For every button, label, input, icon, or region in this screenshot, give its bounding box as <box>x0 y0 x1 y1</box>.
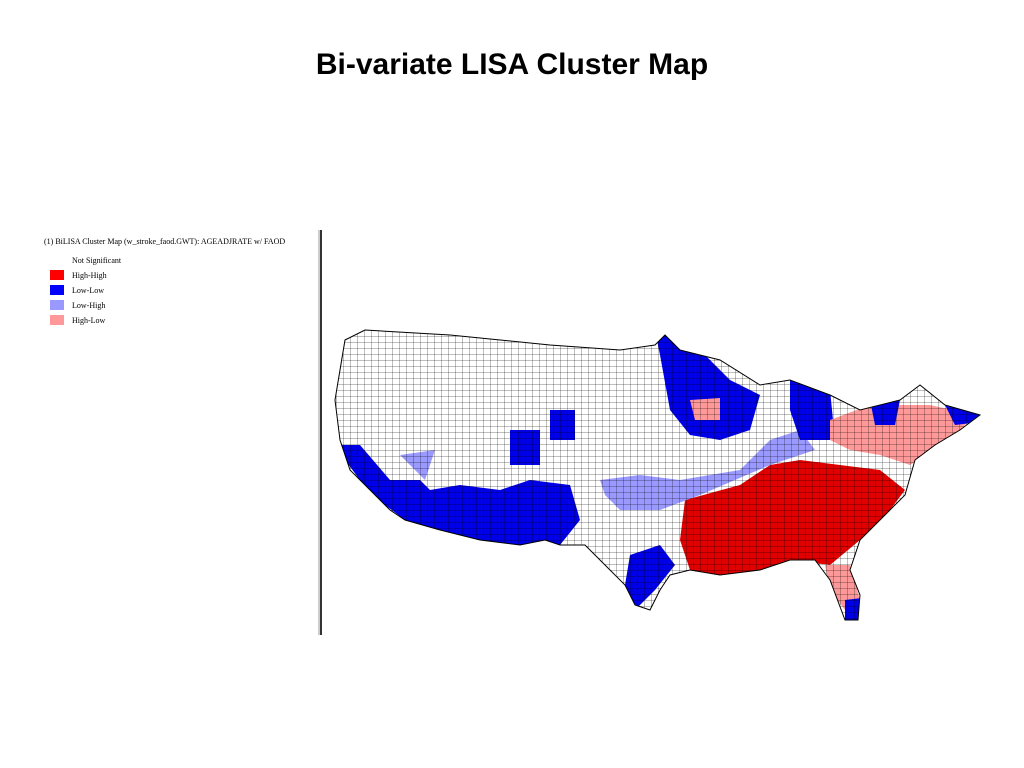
legend-swatch <box>50 285 64 295</box>
us-outline <box>334 329 982 621</box>
slide-title: Bi-variate LISA Cluster Map <box>315 48 709 81</box>
legend-heading: (1) BiLISA Cluster Map (w_stroke_faod.GW… <box>44 237 285 246</box>
legend: Not Significant High-High Low-Low Low-High H… <box>50 256 122 325</box>
legend-swatch <box>50 300 64 310</box>
legend-label: High-High <box>72 271 107 280</box>
legend-label: Not Significant <box>72 256 122 265</box>
legend-label: Low-Low <box>72 286 104 295</box>
legend-label: Low-High <box>72 301 105 310</box>
us-map <box>335 330 980 620</box>
legend-label: High-Low <box>72 316 106 325</box>
legend-swatch <box>50 315 64 325</box>
legend-swatch <box>50 270 64 280</box>
